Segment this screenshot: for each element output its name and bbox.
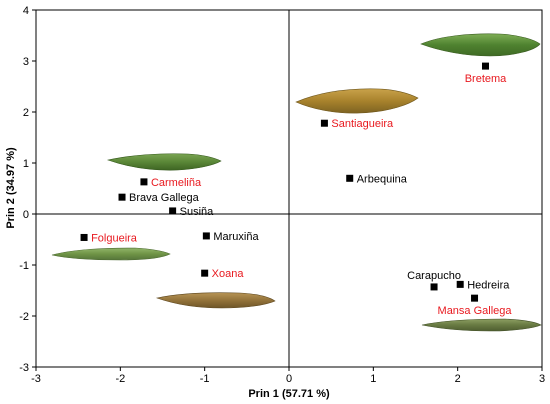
y-tick-label: 0 [23, 209, 29, 221]
point-carapucho [430, 283, 438, 291]
label-bretema: Bretema [465, 73, 507, 85]
label-folgueira: Folgueira [91, 232, 138, 244]
y-tick-label: 3 [23, 56, 29, 68]
y-tick-label: 1 [23, 158, 29, 170]
point-brava-gallega [118, 193, 126, 201]
label-xoana: Xoana [212, 268, 245, 280]
x-tick-label: -1 [200, 373, 210, 385]
x-tick-label: -2 [115, 373, 125, 385]
point-arbequina [346, 174, 354, 182]
leaf-images [51, 33, 542, 332]
point-bretema [481, 62, 489, 70]
point-folgueira [80, 233, 88, 241]
label-carmelin-a: Carmeliña [151, 177, 202, 189]
y-axis-ticks: -3 -2 -1 0 1 2 3 4 [19, 5, 36, 374]
point-mansa-gallega [471, 294, 479, 302]
point-santiagueira [320, 119, 328, 127]
x-tick-label: 0 [286, 373, 292, 385]
x-tick-label: -3 [31, 373, 41, 385]
data-points: Bretema Santiagueira Arbequina Carmeliña Bra… [80, 62, 513, 317]
label-hedreira: Hedreira [467, 279, 510, 291]
label-mansa-gallega: Mansa Gallega [438, 305, 513, 317]
point-maruxin-a [202, 232, 210, 240]
x-axis-title: Prin 1 (57.71 %) [248, 388, 330, 400]
x-tick-label: 3 [539, 373, 545, 385]
leaf-image-folgueira [51, 247, 171, 261]
point-xoana [201, 269, 209, 277]
y-tick-label: -1 [19, 260, 29, 272]
leaf-image-bretema [420, 33, 541, 57]
y-tick-label: 2 [23, 107, 29, 119]
label-carapucho: Carapucho [407, 270, 461, 282]
label-santiagueira: Santiagueira [331, 118, 394, 130]
x-tick-label: 2 [455, 373, 461, 385]
label-maruxin-a: Maruxiña [213, 231, 259, 243]
y-axis-title: Prin 2 (34.97 %) [5, 147, 17, 229]
y-tick-label: 4 [23, 5, 29, 17]
leaf-image-xoana [155, 292, 276, 309]
y-tick-label: -3 [19, 362, 29, 374]
label-arbequina: Arbequina [357, 173, 408, 185]
x-axis-ticks: -3 -2 -1 0 1 2 3 [31, 367, 545, 385]
y-tick-label: -2 [19, 311, 29, 323]
label-susin-a: Susiña [180, 206, 215, 218]
label-brava-gallega: Brava Gallega [129, 192, 200, 204]
point-carmelin-a [140, 178, 148, 186]
point-susin-a [169, 207, 177, 215]
leaf-image-santiagueira [295, 88, 419, 114]
leaf-image-mansa-gallega [421, 318, 542, 332]
x-tick-label: 1 [370, 373, 376, 385]
leaf-image-carmelina [106, 153, 222, 171]
point-hedreira [456, 280, 464, 288]
